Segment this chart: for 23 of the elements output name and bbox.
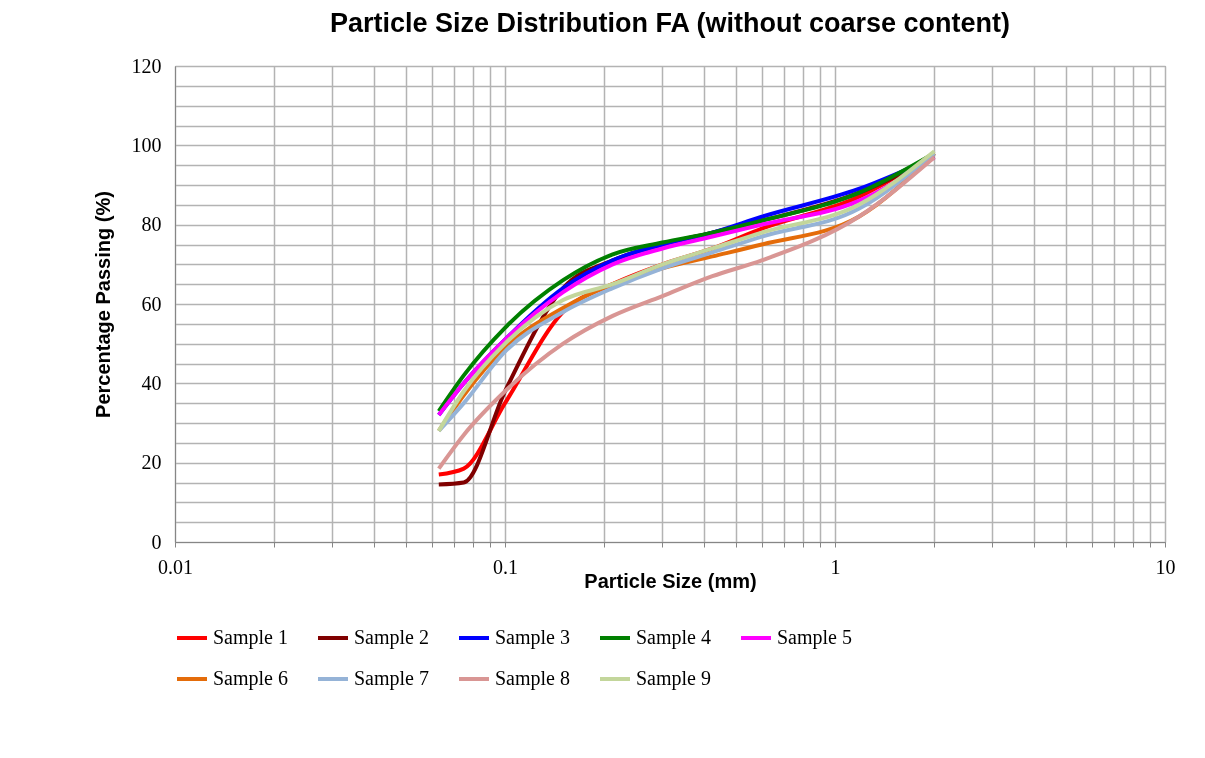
y-tick-label: 120 — [131, 54, 162, 77]
y-tick-label: 60 — [141, 292, 162, 315]
legend-label: Sample 9 — [636, 667, 711, 690]
legend-label: Sample 5 — [777, 626, 852, 649]
y-tick-label: 0 — [151, 530, 162, 553]
y-tick-label: 80 — [141, 213, 162, 236]
x-tick-label: 0.01 — [158, 555, 193, 578]
x-tick-label: 0.1 — [493, 555, 518, 578]
y-axis-title: Percentage Passing (%) — [91, 191, 114, 418]
legend-label: Sample 4 — [636, 626, 711, 649]
y-tick-label: 40 — [141, 371, 162, 394]
chart-title: Particle Size Distribution FA (without coarse content) — [329, 8, 1011, 38]
y-tick-label: 20 — [141, 451, 162, 474]
x-tick-label: 10 — [1155, 555, 1176, 578]
x-tick-label: 1 — [830, 555, 841, 578]
legend-label: Sample 2 — [354, 626, 429, 649]
legend-label: Sample 7 — [354, 667, 429, 690]
legend-label: Sample 6 — [213, 667, 288, 690]
x-axis-title: Particle Size (mm) — [584, 569, 757, 592]
legend-label: Sample 8 — [495, 667, 570, 690]
legend-label: Sample 3 — [495, 626, 570, 649]
y-tick-label: 100 — [131, 133, 162, 156]
legend-label: Sample 1 — [213, 626, 288, 649]
